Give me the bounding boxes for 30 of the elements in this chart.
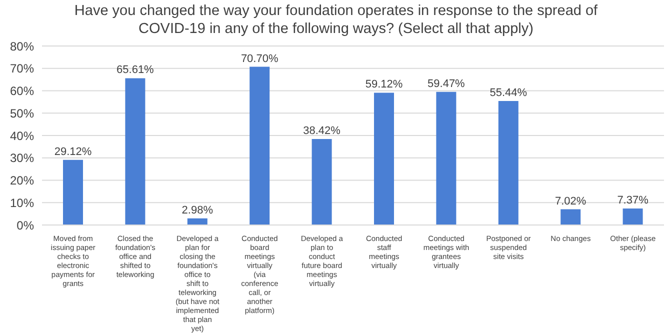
y-tick-label: 30% [10, 151, 34, 166]
data-label: 65.61% [116, 64, 154, 76]
data-label: 59.47% [428, 78, 466, 90]
bar [63, 160, 83, 225]
bar [312, 139, 332, 225]
chart-title: Have you changed the way your foundation operates in response to the spread of COVID-19 in any of the following ways? (Select all that apply) [73, 2, 599, 39]
data-label: 29.12% [54, 146, 92, 158]
y-tick-label: 70% [10, 62, 34, 76]
bar [436, 92, 456, 225]
data-label: 7.02% [555, 195, 586, 208]
y-tick-label: 80% [10, 39, 34, 54]
data-label: 59.12% [365, 78, 403, 91]
y-tick-label: 10% [10, 196, 34, 210]
y-tick-label: 50% [10, 106, 34, 120]
bar [498, 100, 518, 225]
bar [250, 66, 270, 225]
data-label: 38.42% [303, 125, 341, 138]
data-label: 2.98% [182, 204, 214, 216]
bar [560, 209, 581, 225]
y-tick-label: 0% [16, 218, 34, 232]
data-label: 70.70% [240, 52, 278, 65]
y-tick-label: 20% [10, 174, 34, 188]
bar [125, 78, 146, 225]
bar [187, 218, 208, 225]
data-label: 7.37% [617, 194, 649, 207]
data-label: 55.44% [490, 86, 528, 99]
bar [374, 92, 394, 225]
bar [622, 208, 643, 225]
y-tick-label: 60% [10, 84, 34, 98]
y-tick-label: 40% [10, 128, 34, 143]
